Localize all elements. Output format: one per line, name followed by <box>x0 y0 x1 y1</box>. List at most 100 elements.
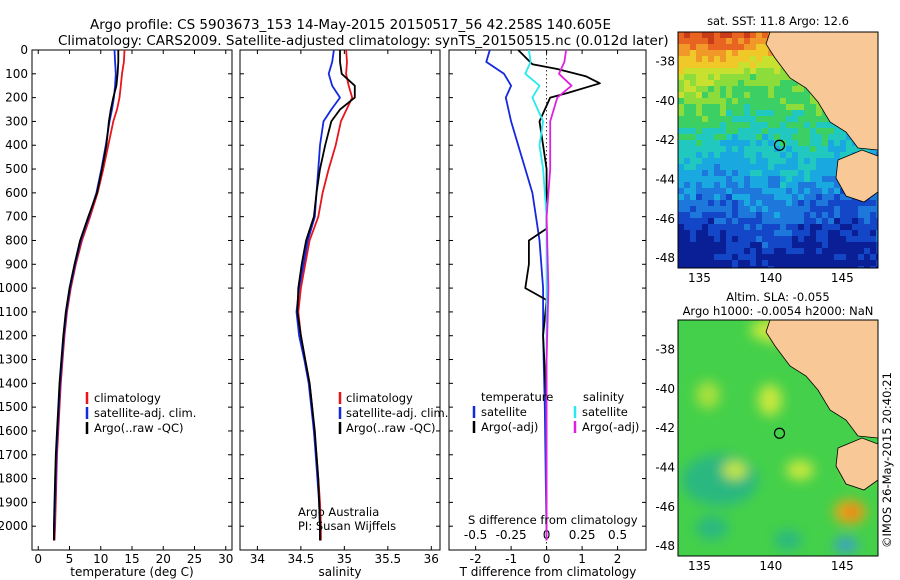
map-y-tick-label: -44 <box>655 173 675 187</box>
y-tick-label: 1700 <box>0 448 28 462</box>
map-y-tick-label: -48 <box>655 251 675 265</box>
series-layer <box>53 50 601 541</box>
y-tick-label: 400 <box>5 138 28 152</box>
y-tick-label: 1800 <box>0 472 28 486</box>
top-tick-label: 0.5 <box>608 528 627 542</box>
legend-label-t-argo: Argo(-adj) <box>481 420 538 434</box>
header-line1: Argo profile: CS 5903673_153 14-May-2015… <box>90 17 611 33</box>
y-tick-label: 1000 <box>0 281 28 295</box>
sla-map-frame <box>677 319 879 557</box>
legend-title-salinity: salinity <box>583 390 624 404</box>
salinity-legend: climatology satellite-adj. clim. Argo(..… <box>298 391 448 533</box>
y-tick-label: 1900 <box>0 495 28 509</box>
sla-map-subtitle: Argo h1000: -0.0054 h2000: NaN <box>683 304 874 318</box>
map-y-tick-label: -44 <box>655 461 675 475</box>
y-tick-label: 600 <box>5 186 28 200</box>
legend-title-temperature: temperature <box>481 390 553 404</box>
legend-label-s-satellite: satellite <box>582 405 628 419</box>
series-line-difference <box>517 50 601 541</box>
y-tick-label: 300 <box>5 114 28 128</box>
watermark-text: ©IMOS 26-May-2015 20:40:21 <box>880 372 894 548</box>
legend-label-climatology: climatology <box>346 391 413 405</box>
series-line-salinity <box>297 50 354 541</box>
map-x-tick-label: 145 <box>831 559 854 573</box>
axes-layer: 0 5 10 15 20 25 300100200300400500600700800900… <box>0 43 854 573</box>
sla-map-title: Altim. SLA: -0.055 <box>726 290 830 304</box>
y-tick-label: 1100 <box>0 305 28 319</box>
series-line-difference <box>524 50 548 541</box>
map-x-tick-label: 140 <box>759 271 782 285</box>
series-line-difference <box>545 50 573 541</box>
sla-land-tasmania <box>835 437 878 491</box>
sst-map: sat. SST: 11.8 Argo: 12.6 <box>677 14 879 269</box>
difference-legend: temperature salinity satellite Argo(-adj… <box>468 390 639 527</box>
legend-label-satellite: satellite-adj. clim. <box>94 406 196 420</box>
y-tick-label: 1600 <box>0 424 28 438</box>
map-x-tick-label: 145 <box>831 271 854 285</box>
x-tick-label: 35 <box>337 552 352 566</box>
x-tick-label: 0 <box>543 552 551 566</box>
temperature-legend: climatology satellite-adj. clim. Argo(..… <box>85 391 196 435</box>
x-tick-label: 34.5 <box>288 552 315 566</box>
x-tick-label: -1 <box>505 552 517 566</box>
y-tick-label: 2000 <box>0 519 28 533</box>
sst-map-title: sat. SST: 11.8 Argo: 12.6 <box>707 14 849 28</box>
x-tick-label: 15 <box>124 552 139 566</box>
map-x-tick-label: 135 <box>688 559 711 573</box>
legend-label-argo: Argo(..raw -QC) <box>94 421 184 435</box>
y-tick-label: 100 <box>5 67 28 81</box>
map-y-tick-label: -40 <box>655 382 675 396</box>
x-tick-label: 10 <box>93 552 108 566</box>
series-line-temperature <box>53 50 120 541</box>
x-tick-label: 1 <box>578 552 586 566</box>
map-y-tick-label: -38 <box>655 343 675 357</box>
y-tick-label: 0 <box>20 43 28 57</box>
x-tick-label: 30 <box>218 552 233 566</box>
sst-land-mainland <box>765 32 878 151</box>
sla-land-mainland <box>765 320 878 439</box>
sst-land-tasmania <box>835 149 878 203</box>
xlabel-temperature: temperature (deg C) <box>70 565 193 579</box>
legend-label-s-argo: Argo(-adj) <box>582 420 639 434</box>
map-y-tick-label: -42 <box>655 421 675 435</box>
map-y-tick-label: -48 <box>655 539 675 553</box>
credit-text: Argo Australia <box>298 505 379 519</box>
map-x-tick-label: 135 <box>688 271 711 285</box>
header-line2: Climatology: CARS2009. Satellite-adjuste… <box>58 33 669 49</box>
xlabel-salinity: salinity <box>318 565 361 579</box>
series-line-salinity <box>296 50 356 541</box>
x-tick-label: 35.5 <box>374 552 401 566</box>
pi-text: PI: Susan Wijffels <box>298 519 396 533</box>
legend-label-satellite: satellite-adj. clim. <box>346 406 448 420</box>
y-tick-label: 1200 <box>0 329 28 343</box>
series-line-temperature <box>53 50 117 541</box>
top-tick-label: 0.25 <box>569 528 596 542</box>
map-x-tick-label: 140 <box>759 559 782 573</box>
series-line-difference <box>485 50 548 541</box>
map-y-tick-label: -42 <box>655 133 675 147</box>
y-tick-label: 700 <box>5 210 28 224</box>
sla-map: Altim. SLA: -0.055 Argo h1000: -0.0054 h… <box>677 290 879 557</box>
temperature-panel-frame <box>31 49 233 551</box>
x-tick-label: 36 <box>424 552 439 566</box>
x-tick-label: 5 <box>66 552 74 566</box>
x-tick-label: 2 <box>614 552 622 566</box>
difference-panel-frame <box>448 49 647 551</box>
map-y-tick-label: -40 <box>655 94 675 108</box>
legend-label-argo: Argo(..raw -QC) <box>346 421 436 435</box>
x-tick-label: 34 <box>250 552 265 566</box>
xlabel-difference: T difference from climatology <box>459 565 637 579</box>
sst-map-frame <box>677 31 879 269</box>
x-tick-label: 0 <box>34 552 42 566</box>
map-y-tick-label: -46 <box>655 212 675 226</box>
y-tick-label: 800 <box>5 233 28 247</box>
y-tick-label: 1500 <box>0 400 28 414</box>
series-line-temperature <box>53 50 126 541</box>
x-tick-label: 20 <box>156 552 171 566</box>
map-y-tick-label: -46 <box>655 500 675 514</box>
y-tick-label: 500 <box>5 162 28 176</box>
argo-position-marker <box>773 139 786 151</box>
x-tick-label: 25 <box>187 552 202 566</box>
top-tick-label: -0.25 <box>496 528 527 542</box>
x-tick-label: -2 <box>470 552 482 566</box>
